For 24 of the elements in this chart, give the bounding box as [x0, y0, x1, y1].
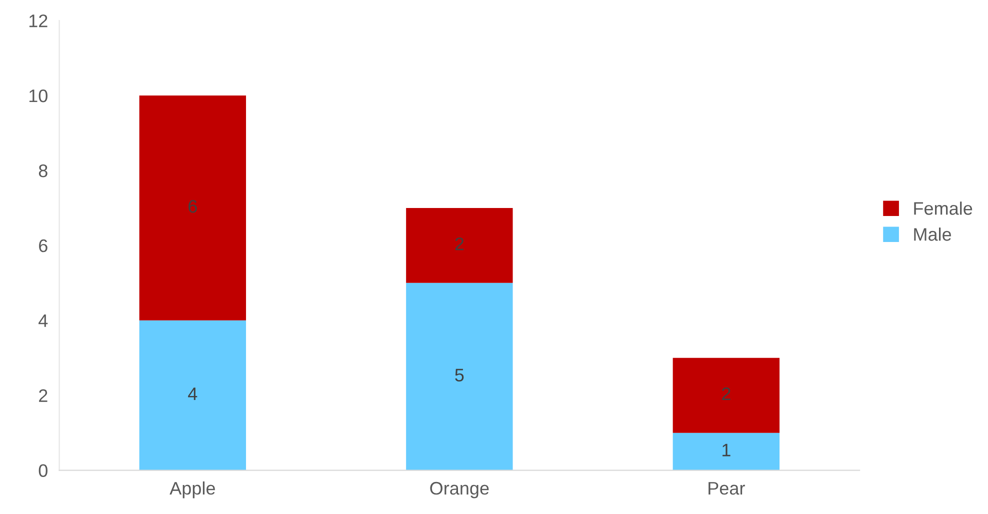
- y-tick-label: 6: [39, 239, 48, 252]
- x-tick-label: Apple: [170, 481, 215, 498]
- y-tick-label: 0: [38, 464, 48, 478]
- legend-label: Female: [914, 202, 972, 215]
- bar: [406, 282, 513, 470]
- y-tick-label: 8: [38, 164, 48, 178]
- data-label: 2: [722, 387, 730, 400]
- data-label: 5: [455, 368, 464, 382]
- x-tick-label: Pear: [708, 482, 745, 495]
- x-tick-label: Orange: [430, 482, 489, 498]
- legend-label: Male: [914, 228, 952, 241]
- bar: [672, 432, 780, 470]
- bar: [139, 320, 246, 470]
- y-tick-label: 12: [29, 14, 48, 28]
- bar: [672, 358, 780, 433]
- data-label: 4: [188, 388, 198, 400]
- data-label: 1: [722, 444, 730, 456]
- y-tick-label: 2: [39, 389, 48, 402]
- bar: [406, 208, 513, 283]
- data-label: 2: [455, 237, 464, 250]
- y-tick-label: 10: [29, 89, 48, 102]
- data-label: 6: [188, 200, 197, 213]
- y-tick-label: 4: [38, 314, 48, 327]
- bar: [139, 96, 246, 320]
